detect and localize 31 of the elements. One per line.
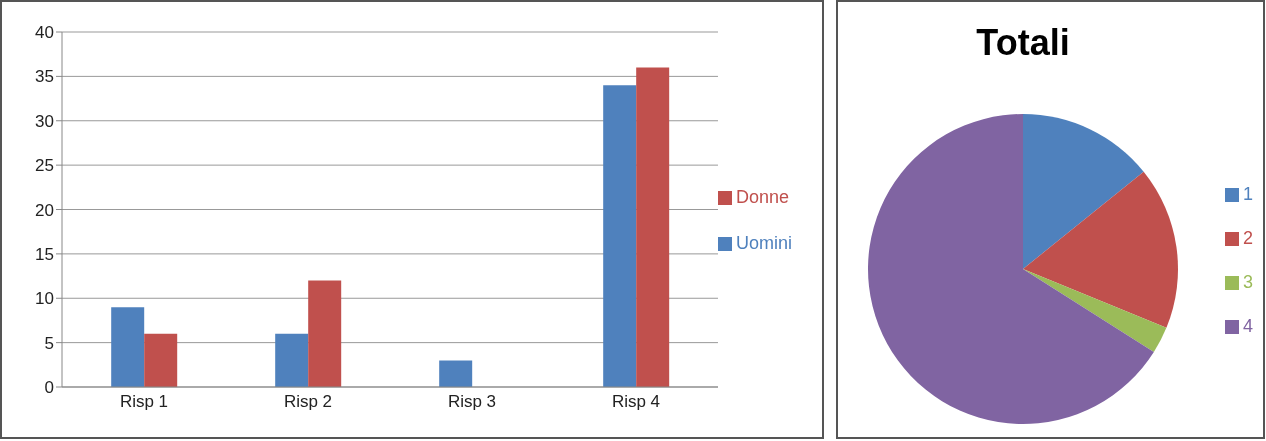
bar <box>439 360 473 387</box>
legend-label: Donne <box>735 186 790 207</box>
x-tick-label: Risp 1 <box>119 392 169 412</box>
pie-slice <box>868 114 1154 424</box>
bar <box>275 333 309 387</box>
y-tick-label: 0 <box>44 378 54 398</box>
y-tick-label: 5 <box>44 333 54 353</box>
bar <box>603 85 637 387</box>
pie-slice <box>1023 171 1178 328</box>
y-tick-label: 40 <box>35 23 54 43</box>
legend-label: 1 <box>1242 183 1253 204</box>
bar <box>308 280 342 387</box>
y-tick-label: 30 <box>35 111 54 131</box>
legend-label: 2 <box>1242 227 1253 248</box>
x-tick-label: Risp 4 <box>611 392 661 412</box>
y-tick-label: 25 <box>35 156 54 176</box>
bar <box>144 333 178 387</box>
legend-label: 3 <box>1242 271 1253 292</box>
x-tick-label: Risp 2 <box>283 392 333 412</box>
x-tick-label: Risp 3 <box>447 392 497 412</box>
legend-label: Uomini <box>735 232 792 253</box>
bar <box>636 67 670 387</box>
y-tick-label: 10 <box>35 289 54 309</box>
pie-slice <box>1023 114 1144 269</box>
pie-slice <box>1023 269 1167 353</box>
bar <box>111 307 145 387</box>
y-tick-label: 15 <box>35 244 54 264</box>
y-tick-label: 20 <box>35 200 54 220</box>
chart-title: Totali <box>975 22 1071 64</box>
y-tick-label: 35 <box>35 67 54 87</box>
legend-label: 4 <box>1242 315 1253 336</box>
